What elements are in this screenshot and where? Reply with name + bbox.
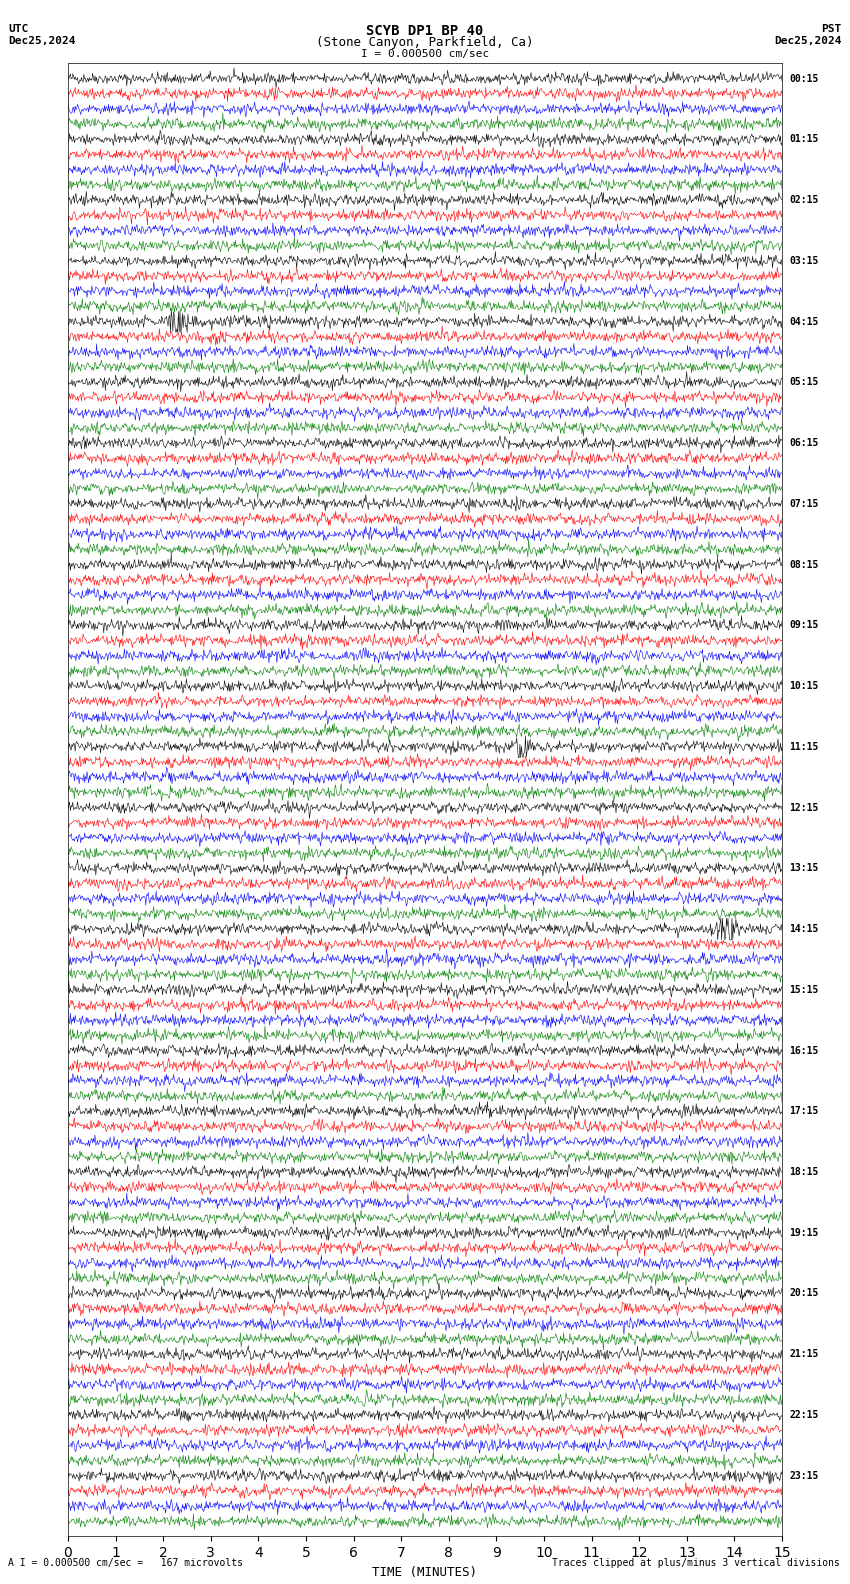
Text: Dec25,2024: Dec25,2024 [8, 36, 76, 46]
Text: 16:15: 16:15 [789, 1045, 819, 1055]
Text: 07:15: 07:15 [789, 499, 819, 508]
Text: A I = 0.000500 cm/sec =   167 microvolts: A I = 0.000500 cm/sec = 167 microvolts [8, 1559, 243, 1568]
X-axis label: TIME (MINUTES): TIME (MINUTES) [372, 1565, 478, 1579]
Text: 00:15: 00:15 [789, 73, 819, 84]
Text: 12:15: 12:15 [789, 803, 819, 813]
Text: I = 0.000500 cm/sec: I = 0.000500 cm/sec [361, 49, 489, 59]
Text: 03:15: 03:15 [789, 255, 819, 266]
Text: 05:15: 05:15 [789, 377, 819, 386]
Text: 04:15: 04:15 [789, 317, 819, 326]
Text: 17:15: 17:15 [789, 1106, 819, 1117]
Text: 14:15: 14:15 [789, 923, 819, 935]
Text: 21:15: 21:15 [789, 1350, 819, 1359]
Text: Dec25,2024: Dec25,2024 [774, 36, 842, 46]
Text: 18:15: 18:15 [789, 1167, 819, 1177]
Text: 23:15: 23:15 [789, 1470, 819, 1481]
Text: 10:15: 10:15 [789, 681, 819, 691]
Text: 08:15: 08:15 [789, 559, 819, 570]
Text: 06:15: 06:15 [789, 439, 819, 448]
Text: 11:15: 11:15 [789, 741, 819, 752]
Text: SCYB DP1 BP 40: SCYB DP1 BP 40 [366, 24, 484, 38]
Text: 02:15: 02:15 [789, 195, 819, 204]
Text: PST: PST [821, 24, 842, 33]
Text: 22:15: 22:15 [789, 1410, 819, 1419]
Text: 01:15: 01:15 [789, 135, 819, 144]
Text: 13:15: 13:15 [789, 863, 819, 873]
Text: Traces clipped at plus/minus 3 vertical divisions: Traces clipped at plus/minus 3 vertical … [552, 1559, 841, 1568]
Text: 15:15: 15:15 [789, 985, 819, 995]
Text: 09:15: 09:15 [789, 621, 819, 630]
Text: 20:15: 20:15 [789, 1288, 819, 1299]
Text: (Stone Canyon, Parkfield, Ca): (Stone Canyon, Parkfield, Ca) [316, 36, 534, 49]
Text: UTC: UTC [8, 24, 29, 33]
Text: 19:15: 19:15 [789, 1228, 819, 1237]
